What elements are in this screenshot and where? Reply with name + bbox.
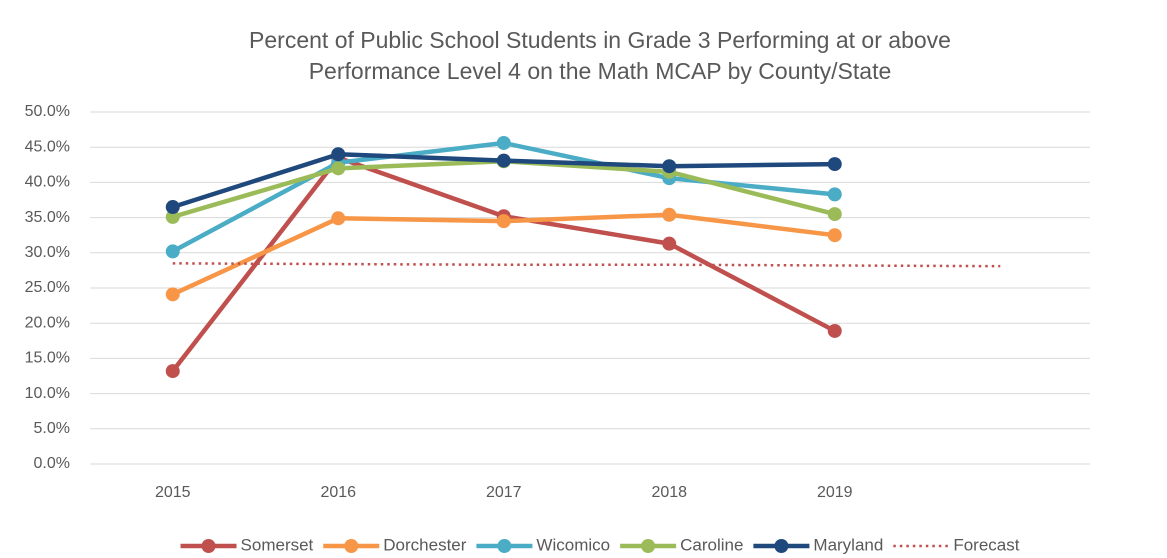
x-tick-label: 2018 — [651, 484, 687, 501]
x-tick-label: 2016 — [320, 484, 356, 501]
data-point — [827, 207, 842, 222]
data-point — [165, 364, 180, 379]
x-tick-label: 2015 — [155, 484, 191, 501]
y-tick-label: 50.0% — [25, 103, 70, 120]
x-tick-label: 2017 — [486, 484, 522, 501]
series-line — [172, 262, 1001, 268]
data-point — [331, 161, 346, 176]
legend-marker — [497, 539, 512, 553]
y-tick-label: 35.0% — [25, 209, 70, 226]
y-tick-label: 10.0% — [25, 385, 70, 402]
legend-marker — [774, 539, 789, 553]
legend-label: Somerset — [241, 535, 314, 554]
data-point — [331, 211, 346, 226]
data-point — [165, 287, 180, 302]
y-tick-label: 0.0% — [34, 455, 70, 472]
legend-marker — [344, 539, 359, 553]
data-point — [662, 207, 677, 222]
y-tick-label: 20.0% — [25, 314, 70, 331]
x-tick-label: 2019 — [817, 484, 853, 501]
data-point — [662, 236, 677, 251]
data-point — [827, 157, 842, 172]
y-tick-label: 25.0% — [25, 279, 70, 296]
chart-title: Performance Level 4 on the Math MCAP by … — [309, 58, 892, 84]
chart-title: Percent of Public School Students in Gra… — [249, 27, 951, 53]
legend-marker — [641, 539, 656, 553]
legend-label: Maryland — [813, 535, 883, 554]
data-point — [827, 228, 842, 243]
data-point — [165, 209, 180, 224]
data-point — [165, 244, 180, 259]
data-point — [496, 135, 511, 150]
legend-label: Dorchester — [383, 535, 466, 554]
data-point — [827, 323, 842, 338]
y-tick-label: 5.0% — [34, 420, 70, 437]
legend-marker — [201, 539, 216, 553]
y-tick-label: 15.0% — [25, 350, 70, 367]
y-tick-label: 45.0% — [25, 138, 70, 155]
legend-label: Caroline — [680, 535, 743, 554]
data-point — [662, 159, 677, 174]
y-tick-label: 30.0% — [25, 244, 70, 261]
data-point — [331, 147, 346, 162]
data-point — [496, 214, 511, 229]
legend-label: Forecast — [953, 535, 1019, 554]
y-tick-label: 40.0% — [25, 174, 70, 191]
legend-label: Wicomico — [536, 535, 610, 554]
data-point — [827, 187, 842, 202]
data-point — [496, 153, 511, 168]
legend: Somerset Dorchester Wicomico Caroline Maryla… — [180, 535, 1020, 554]
data-point — [165, 200, 180, 215]
